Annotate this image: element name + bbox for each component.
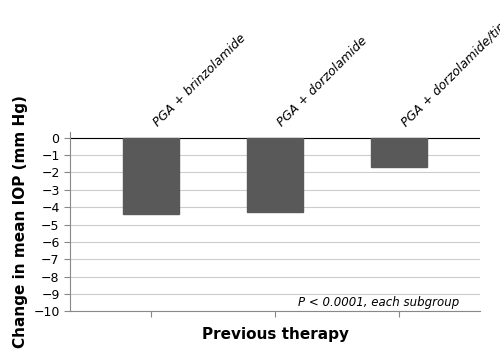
Text: PGA + dorzolamide/timolol: PGA + dorzolamide/timolol: [399, 1, 500, 129]
Text: PGA + brinzolamide: PGA + brinzolamide: [151, 31, 248, 129]
Bar: [372, 138, 427, 167]
Bar: [247, 138, 303, 212]
X-axis label: Previous therapy: Previous therapy: [202, 328, 348, 343]
Y-axis label: Change in mean IOP (mm Hg): Change in mean IOP (mm Hg): [12, 96, 28, 348]
Bar: [123, 138, 178, 214]
Text: PGA + dorzolamide: PGA + dorzolamide: [275, 34, 370, 129]
Text: P < 0.0001, each subgroup: P < 0.0001, each subgroup: [298, 296, 459, 309]
